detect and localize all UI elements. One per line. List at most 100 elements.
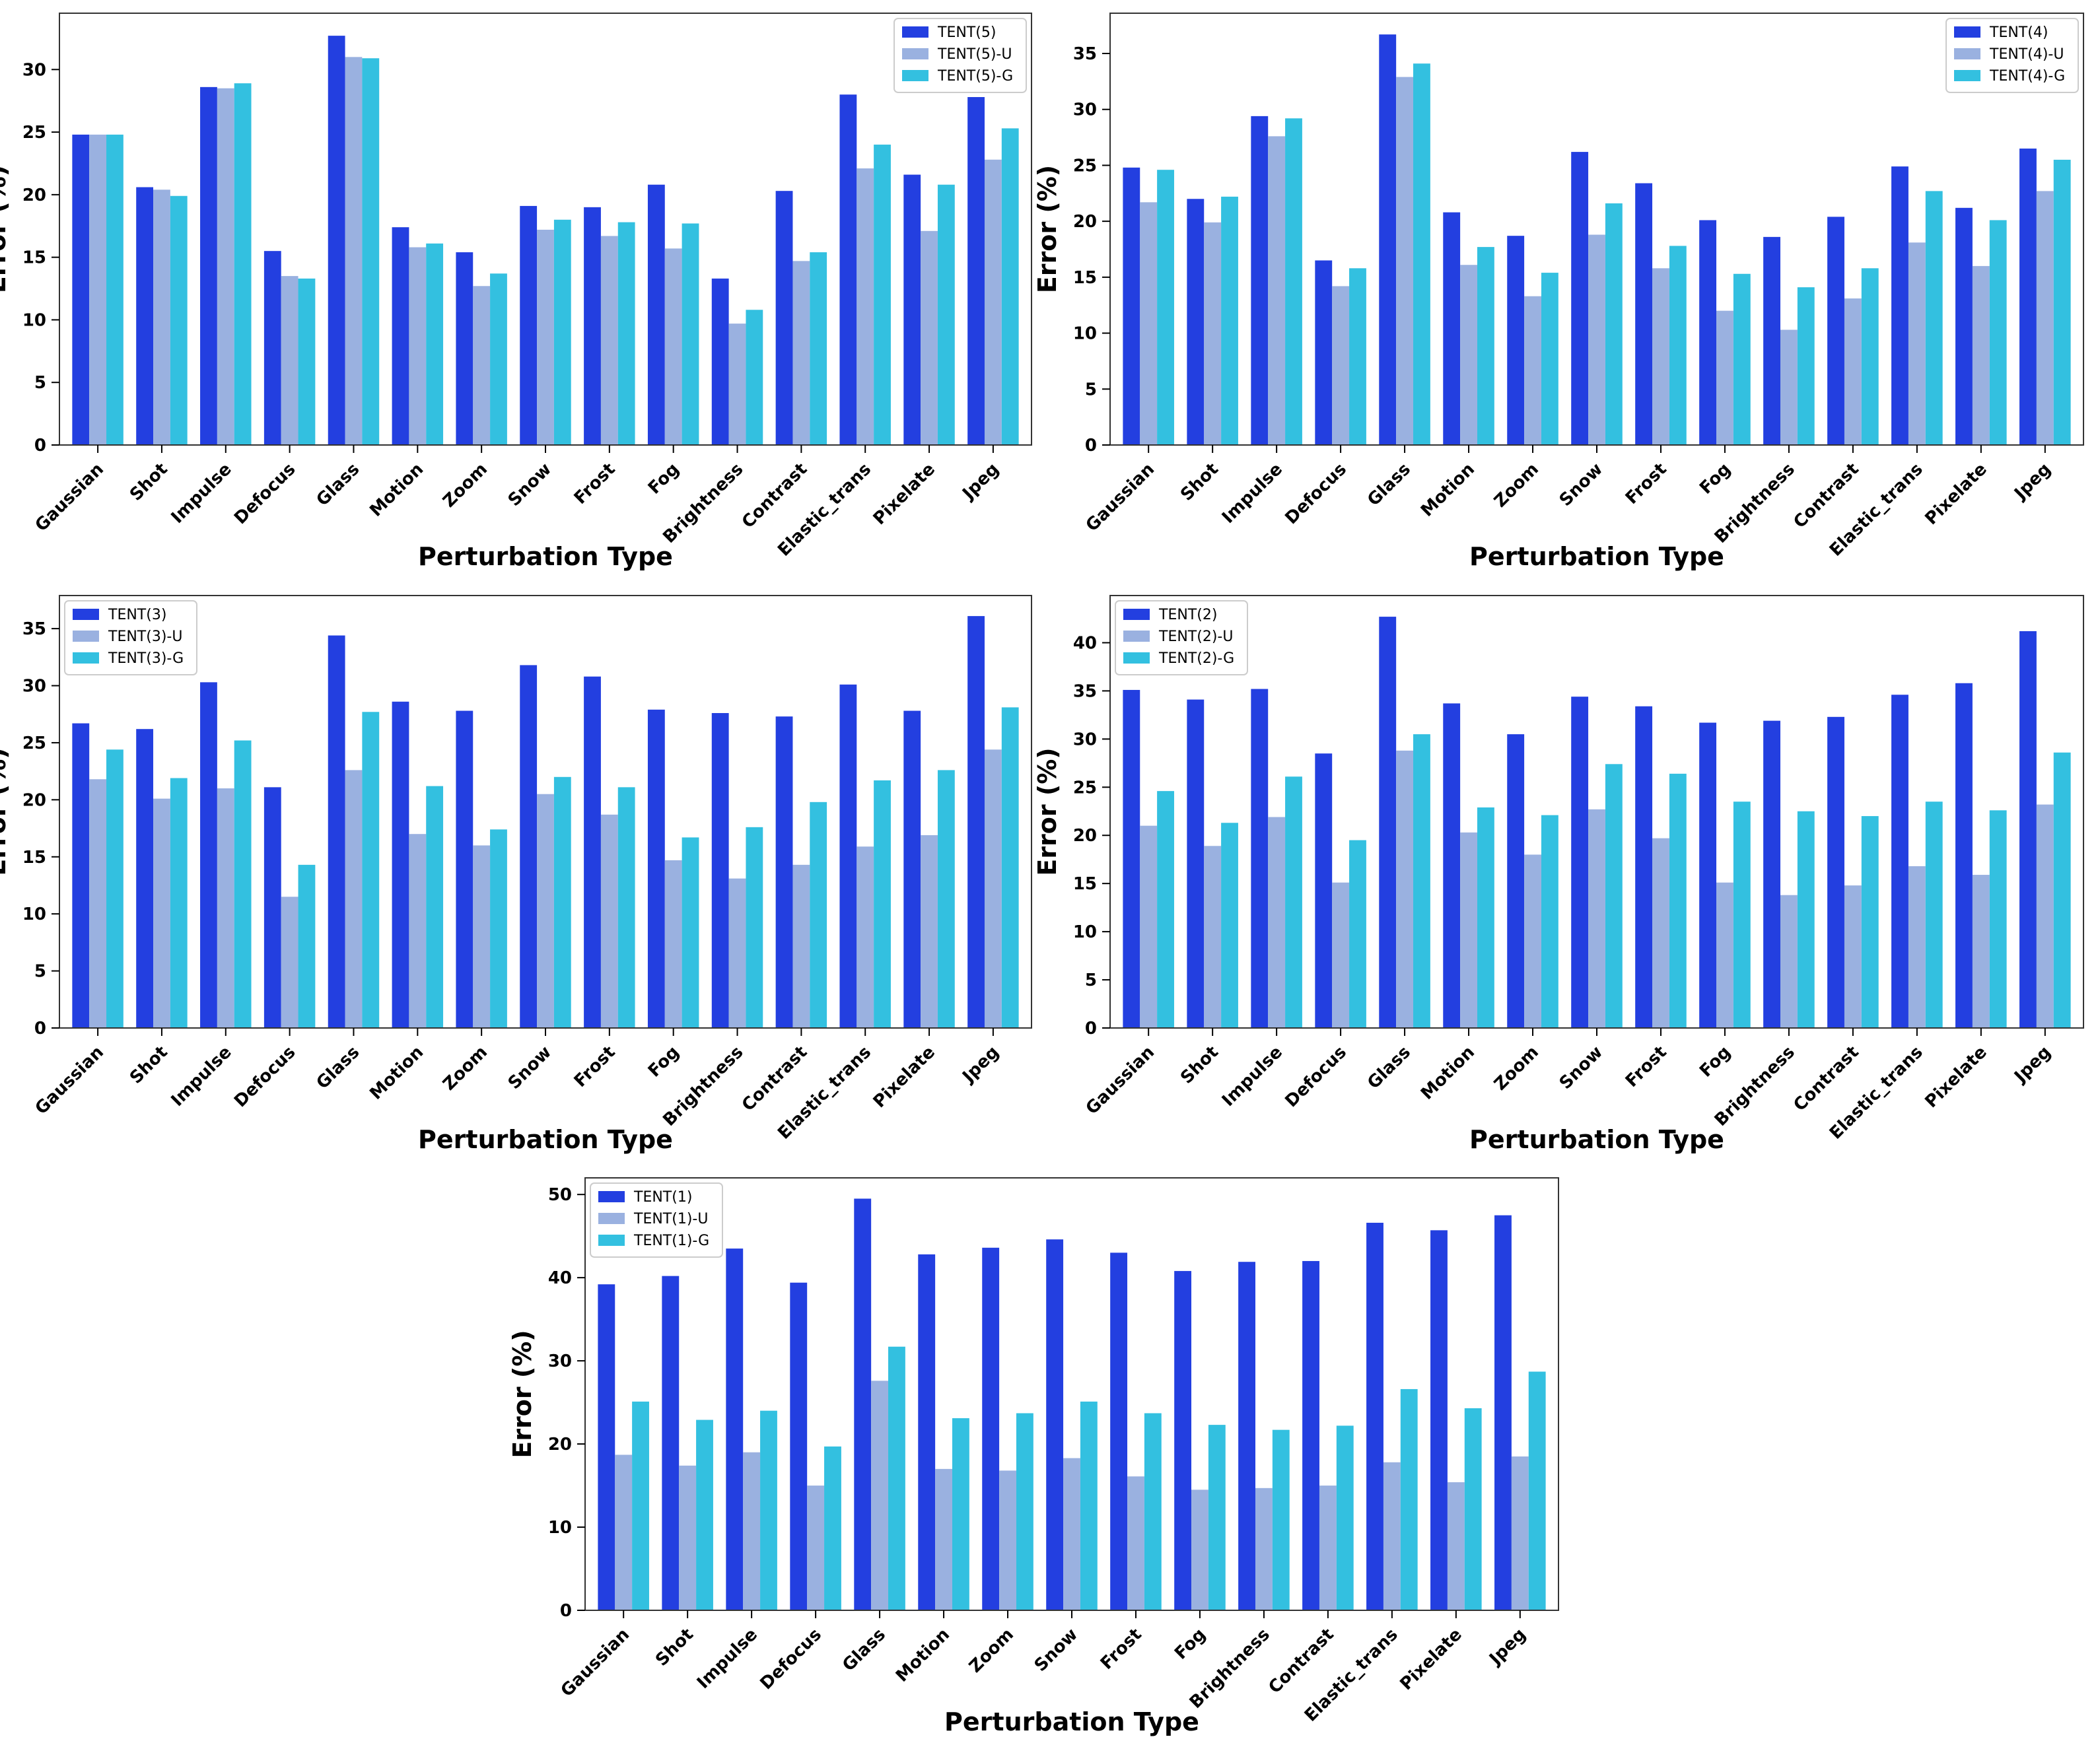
y-tick-label: 40 [1073, 633, 1097, 653]
bar-tent-5-u-glass [345, 57, 363, 446]
bar-tent-3-g-pixelate [937, 770, 955, 1028]
bar-tent-5--gaussian [72, 134, 90, 445]
bar-tent-1--frost [1110, 1252, 1128, 1610]
bar-tent-3-u-brightness [728, 878, 746, 1028]
bar-tent-4-u-impulse [1268, 136, 1286, 445]
bar-tent-4--frost [1635, 183, 1653, 445]
x-axis-title: Perturbation Type [944, 1707, 1199, 1736]
bar-tent-4--gaussian [1123, 167, 1140, 445]
legend-label: TENT(1)-G [633, 1233, 709, 1249]
bar-tent-2-g-frost [1669, 773, 1687, 1028]
bar-tent-1-u-glass [871, 1381, 889, 1610]
legend-swatch [902, 48, 928, 59]
bar-tent-5--fog [647, 184, 665, 445]
bar-tent-1-u-contrast [1319, 1486, 1337, 1610]
bar-tent-2-g-jpeg [2053, 752, 2071, 1028]
bar-tent-4-g-fog [1733, 273, 1751, 445]
x-tick-label-gaussian: Gaussian [557, 1625, 633, 1701]
legend-swatch [73, 609, 99, 620]
bar-tent-4--fog [1699, 220, 1717, 445]
bar-tent-1-u-gaussian [615, 1454, 633, 1610]
bar-tent-5-u-contrast [792, 261, 810, 445]
bar-tent-4-u-jpeg [2036, 191, 2054, 445]
bar-tent-2--gaussian [1123, 689, 1140, 1028]
y-tick-label: 15 [1073, 874, 1097, 894]
bar-tent-2--snow [1571, 697, 1589, 1028]
y-tick-label: 35 [1073, 681, 1097, 701]
x-tick-label-pixelate: Pixelate [1921, 460, 1990, 529]
bar-tent-5-u-gaussian [89, 134, 107, 445]
bar-tent-3--fog [647, 709, 665, 1028]
x-tick-label-pixelate: Pixelate [870, 460, 939, 529]
bar-tent-3-g-brightness [746, 827, 763, 1028]
bar-tent-2--jpeg [2019, 631, 2037, 1028]
x-axis-title: Perturbation Type [1469, 542, 1724, 571]
bar-tent-2--elastic_trans [1891, 695, 1908, 1028]
bar-tent-2--zoom [1507, 734, 1525, 1028]
y-tick-label: 10 [1073, 922, 1097, 942]
bar-tent-3--brightness [711, 713, 729, 1028]
bar-tent-2-u-fog [1716, 882, 1733, 1028]
bar-tent-5-u-elastic_trans [857, 168, 874, 445]
y-tick-label: 0 [1085, 1019, 1097, 1039]
x-tick-label-snow: Snow [505, 460, 555, 510]
legend-label: TENT(3) [108, 607, 166, 623]
bar-tent-4-u-defocus [1332, 286, 1350, 445]
x-tick-label-gaussian: Gaussian [1082, 1043, 1158, 1118]
bar-tent-1-u-zoom [999, 1470, 1016, 1610]
bar-tent-3-g-shot [170, 778, 188, 1028]
bar-tent-1-u-fog [1191, 1489, 1208, 1610]
bar-tent-4-g-defocus [1349, 268, 1366, 445]
bar-tent-5-g-jpeg [1001, 128, 1019, 445]
bar-tent-5-g-pixelate [937, 184, 955, 445]
y-tick-label: 0 [1085, 436, 1097, 456]
bar-tent-1-g-fog [1208, 1425, 1226, 1610]
bar-tent-1-g-shot [696, 1420, 713, 1610]
x-tick-label-jpeg: Jpeg [958, 1043, 1003, 1087]
x-tick-label-glass: Glass [313, 460, 364, 510]
bar-tent-2--motion [1443, 703, 1461, 1028]
x-tick-label-zoom: Zoom [965, 1625, 1018, 1677]
bar-tent-1-u-shot [679, 1465, 697, 1610]
bar-tent-4-u-contrast [1844, 298, 1862, 445]
legend-label: TENT(1)-U [633, 1211, 708, 1227]
legend-label: TENT(1) [633, 1189, 692, 1206]
bar-tent-1--impulse [726, 1249, 744, 1610]
x-tick-label-snow: Snow [1556, 460, 1607, 510]
bar-tent-3--snow [520, 665, 538, 1028]
legend-label: TENT(2)-G [1158, 650, 1234, 667]
bar-tent-4-g-motion [1477, 247, 1494, 445]
x-tick-label-impulse: Impulse [168, 1043, 236, 1111]
legend-swatch [1954, 48, 1980, 59]
bar-tent-4-u-frost [1652, 268, 1669, 445]
y-axis-title: Error (%) [1033, 165, 1062, 293]
bar-tent-5-u-zoom [473, 286, 491, 445]
y-tick-label: 5 [1085, 380, 1097, 399]
x-tick-label-defocus: Defocus [1282, 1043, 1351, 1112]
legend-label: TENT(4)-G [1989, 68, 2065, 85]
x-tick-label-fog: Fog [645, 460, 683, 498]
bar-tent-1-u-impulse [743, 1452, 761, 1610]
y-tick-label: 35 [22, 619, 46, 639]
bar-tent-3-u-frost [600, 814, 618, 1028]
bar-tent-5--brightness [711, 278, 729, 445]
bar-tent-1--motion [918, 1254, 936, 1610]
x-tick-label-frost: Frost [1622, 1043, 1671, 1091]
bar-tent-2-g-gaussian [1157, 791, 1174, 1028]
bar-tent-2-g-shot [1221, 823, 1238, 1028]
bar-tent-2-g-defocus [1349, 840, 1366, 1028]
bar-tent-3-u-motion [409, 834, 427, 1028]
bar-tent-1--gaussian [598, 1284, 615, 1610]
bar-tent-5-g-contrast [810, 252, 827, 445]
bar-tent-2-u-contrast [1844, 885, 1862, 1028]
bar-tent-2-u-brightness [1780, 895, 1798, 1028]
bar-tent-1--fog [1174, 1271, 1192, 1610]
y-tick-label: 15 [22, 248, 46, 268]
y-tick-label: 0 [560, 1601, 572, 1621]
bar-tent-2-u-impulse [1268, 817, 1286, 1028]
bar-tent-4-g-snow [1605, 203, 1623, 445]
bar-tent-3--elastic_trans [839, 684, 857, 1028]
bar-tent-5--motion [392, 227, 409, 445]
bar-tent-4--pixelate [1955, 207, 1973, 445]
x-tick-label-snow: Snow [1031, 1625, 1082, 1676]
